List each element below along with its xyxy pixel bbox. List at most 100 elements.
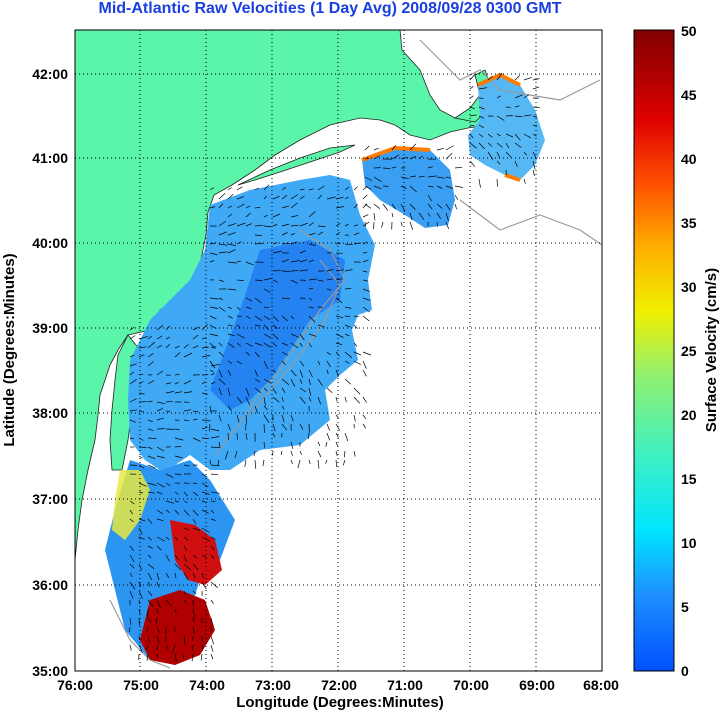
velocity-arrow	[209, 206, 216, 209]
velocity-arrow	[263, 195, 268, 200]
velocity-arrow	[138, 381, 144, 385]
velocity-arrow	[514, 105, 520, 108]
velocity-arrow	[201, 491, 210, 495]
velocity-arrow	[281, 414, 285, 423]
velocity-arrow	[129, 326, 135, 331]
velocity-arrow	[308, 432, 310, 440]
velocity-arrow	[236, 432, 238, 440]
velocity-arrow	[138, 392, 145, 395]
velocity-arrow	[263, 378, 272, 384]
velocity-arrow	[156, 370, 164, 376]
velocity-arrow	[192, 527, 201, 531]
velocity-arrow	[326, 360, 331, 368]
velocity-arrow	[210, 554, 215, 559]
velocity-arrow	[335, 369, 339, 377]
velocity-arrow	[183, 536, 189, 541]
velocity-arrow	[344, 186, 350, 191]
velocity-arrow	[382, 167, 391, 170]
velocity-arrow	[427, 185, 434, 188]
velocity-arrow	[201, 392, 208, 395]
velocity-arrow	[174, 653, 177, 663]
velocity-arrow	[147, 554, 152, 558]
velocity-arrow	[335, 297, 343, 304]
x-tick-label: 74:00	[189, 677, 225, 693]
velocity-arrow	[174, 500, 180, 503]
y-axis-label: Latitude (Degrees:Minutes)	[1, 253, 18, 446]
velocity-arrow	[147, 428, 154, 431]
velocity-arrow	[218, 378, 226, 385]
velocity-arrow	[281, 378, 290, 385]
velocity-arrow	[281, 194, 288, 200]
velocity-arrow	[138, 518, 146, 522]
velocity-arrow	[210, 617, 214, 626]
velocity-arrow	[200, 653, 203, 661]
velocity-arrow	[192, 482, 198, 484]
velocity-arrow	[147, 599, 154, 607]
velocity-arrow	[427, 166, 433, 169]
velocity-arrow	[299, 387, 306, 393]
velocity-arrow	[209, 369, 215, 373]
velocity-arrow	[254, 369, 259, 377]
velocity-arrow	[505, 142, 510, 149]
velocity-arrow	[146, 644, 149, 650]
velocity-arrow	[147, 545, 153, 549]
velocity-arrow	[445, 212, 449, 222]
velocity-arrow	[209, 459, 211, 465]
velocity-arrow	[138, 446, 147, 448]
velocity-arrow	[147, 361, 154, 367]
velocity-arrow	[514, 115, 523, 118]
velocity-arrow	[362, 396, 367, 403]
velocity-arrow	[317, 396, 322, 405]
velocity-arrow	[409, 212, 413, 221]
velocity-arrow	[218, 414, 222, 422]
velocity-arrow	[192, 617, 195, 623]
velocity-arrow	[174, 491, 179, 495]
velocity-arrow	[138, 437, 144, 441]
velocity-arrow	[191, 644, 194, 651]
velocity-arrow	[299, 222, 309, 227]
velocity-arrow	[129, 500, 135, 505]
velocity-arrow	[129, 554, 135, 563]
velocity-arrow	[281, 270, 291, 272]
velocity-arrow	[362, 279, 369, 282]
velocity-arrow	[245, 414, 248, 424]
velocity-arrow	[227, 306, 232, 310]
velocity-arrow	[299, 396, 306, 404]
velocity-arrow	[281, 405, 285, 410]
velocity-arrow	[147, 572, 153, 581]
velocity-arrow	[353, 242, 362, 245]
velocity-arrow	[469, 133, 474, 139]
velocity-arrow	[496, 178, 498, 187]
velocity-arrow	[263, 306, 270, 309]
velocity-arrow	[308, 287, 314, 290]
velocity-arrow	[210, 653, 214, 660]
velocity-arrow	[496, 142, 503, 148]
velocity-arrow	[445, 152, 453, 160]
velocity-arrow	[299, 342, 303, 347]
velocity-arrow	[147, 518, 153, 525]
velocity-arrow	[227, 423, 231, 431]
velocity-arrow	[335, 441, 338, 447]
velocity-arrow	[344, 378, 352, 385]
velocity-arrow	[335, 315, 344, 319]
velocity-arrow	[210, 464, 220, 467]
velocity-arrow	[129, 590, 134, 599]
velocity-arrow	[201, 426, 208, 430]
velocity-arrow	[362, 306, 371, 313]
velocity-arrow	[174, 509, 180, 515]
velocity-arrow	[272, 369, 277, 374]
velocity-arrow	[236, 414, 240, 423]
velocity-arrow	[165, 500, 174, 504]
velocity-arrow	[335, 423, 341, 431]
velocity-arrow	[236, 241, 242, 245]
velocity-arrow	[514, 160, 518, 167]
velocity-arrow	[192, 635, 194, 642]
velocity-arrow	[129, 398, 137, 403]
velocity-arrow	[469, 114, 477, 117]
velocity-arrow	[254, 342, 263, 346]
velocity-arrow	[308, 211, 316, 218]
velocity-arrow	[532, 133, 537, 137]
plot-frame	[74, 29, 603, 672]
velocity-arrow	[201, 419, 211, 422]
velocity-arrow	[263, 396, 266, 406]
